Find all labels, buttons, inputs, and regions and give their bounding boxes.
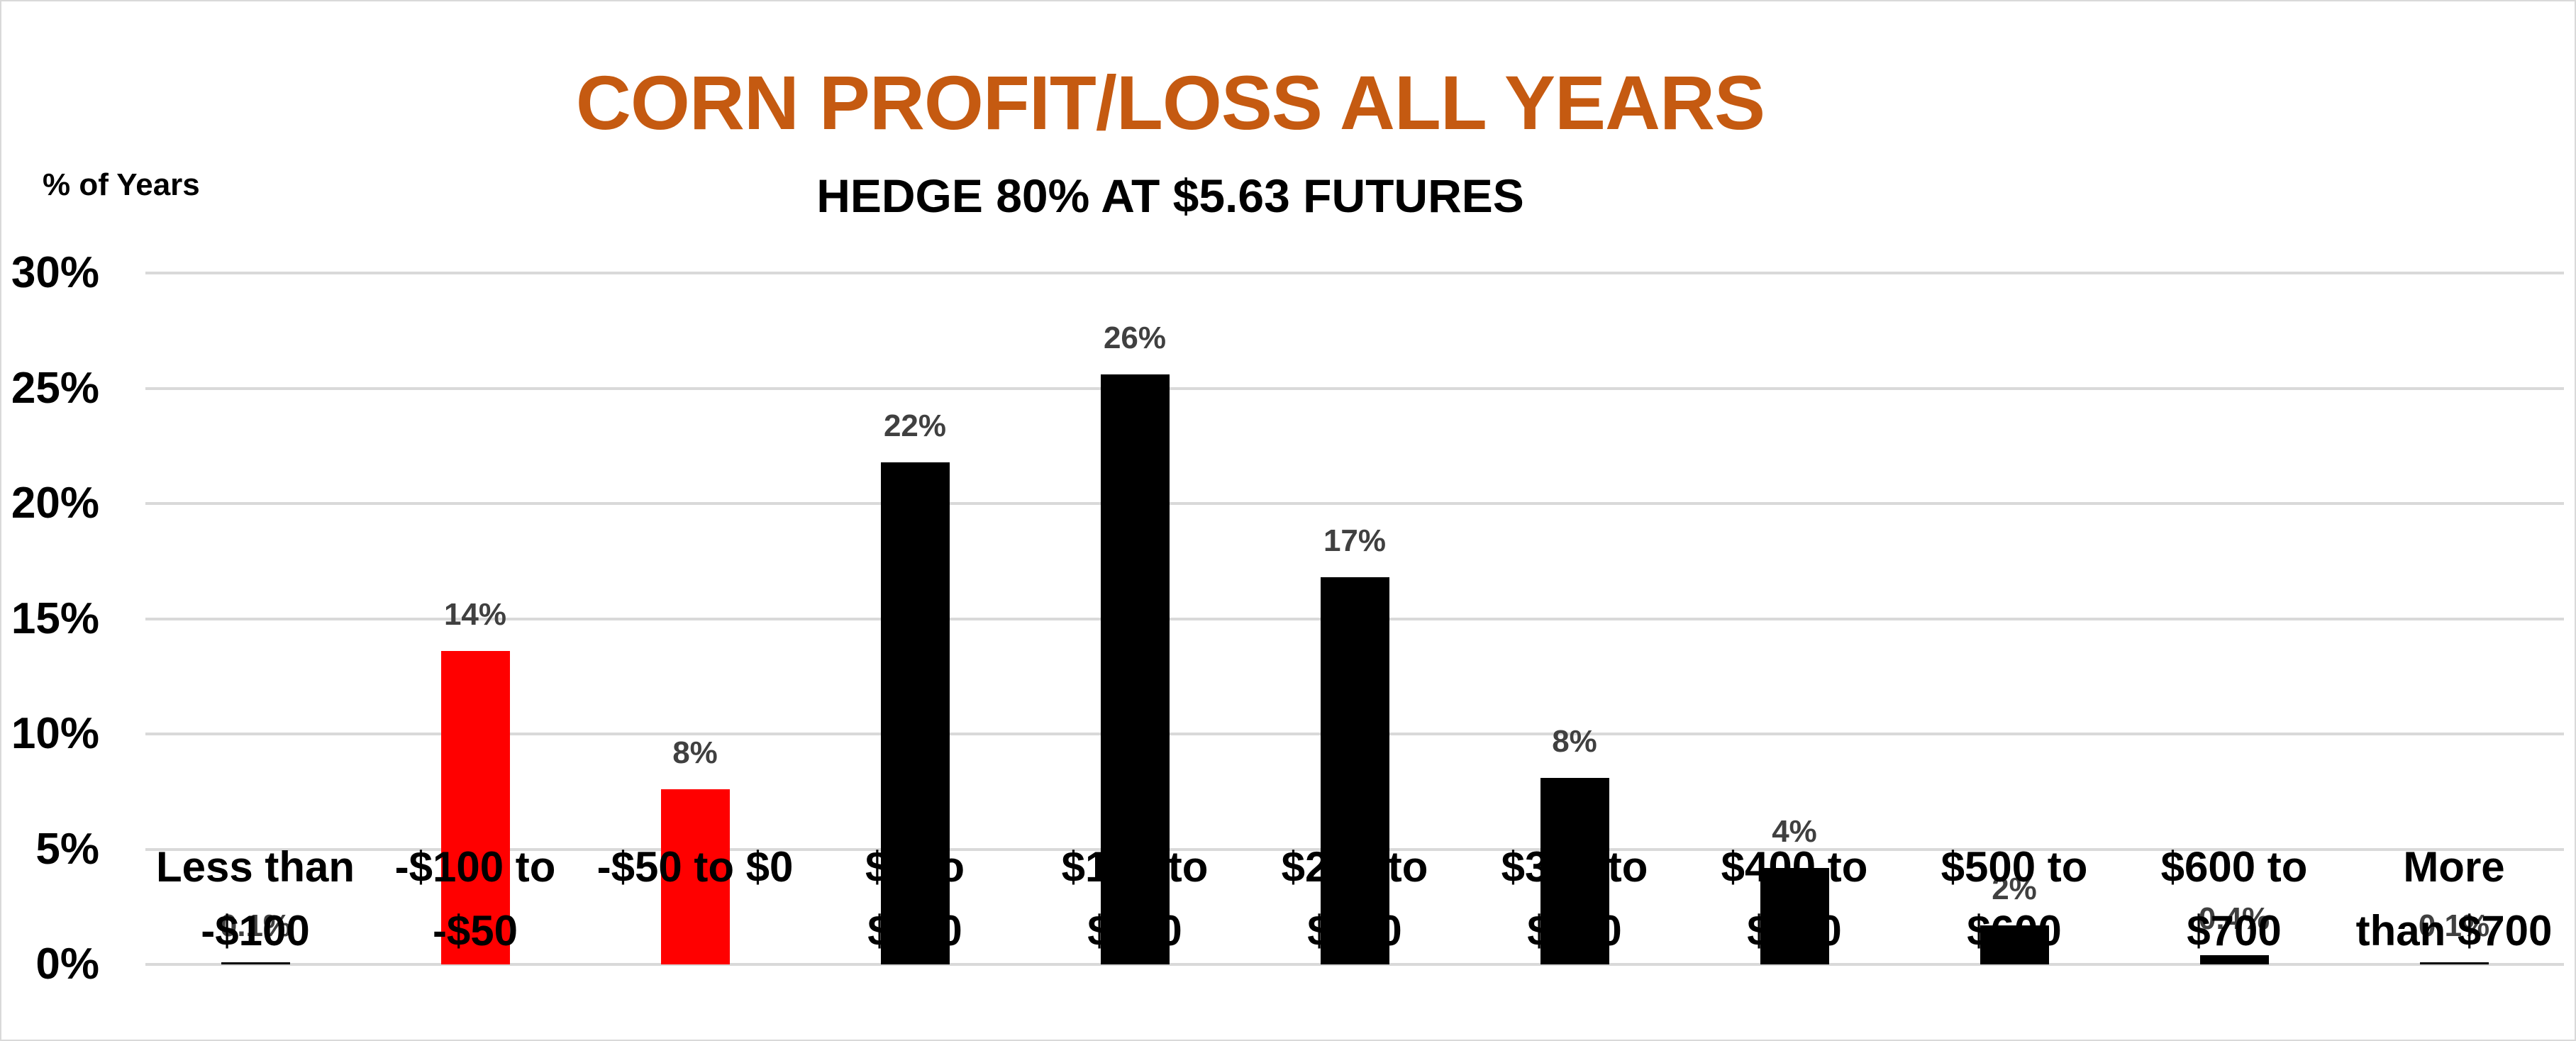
- bar: [1980, 925, 2049, 964]
- bar-group: 4%: [1684, 273, 1904, 964]
- x-tick-label: More than $700: [2355, 843, 2553, 954]
- bar: [881, 462, 950, 964]
- bar-group: 14%: [365, 273, 585, 964]
- gridline: [145, 502, 2564, 505]
- bar-group: 8%: [1465, 273, 1684, 964]
- bar-group: 0.1%: [2344, 273, 2564, 964]
- bar: [1321, 577, 1389, 964]
- gridline: [145, 272, 2564, 274]
- data-label: 22%: [883, 408, 947, 443]
- data-label: 0.1%: [2418, 908, 2490, 943]
- chart-subtitle: HEDGE 80% AT $5.63 FUTURES: [816, 169, 1524, 222]
- bar: [221, 962, 290, 964]
- bar: [1540, 777, 1609, 964]
- bar-group: 22%: [805, 273, 1025, 964]
- bar: [1101, 374, 1170, 964]
- y-tick-label: 20%: [11, 479, 99, 528]
- bar: [2420, 962, 2489, 964]
- data-label: 26%: [1103, 321, 1167, 355]
- gridline: [145, 386, 2564, 390]
- bar: [2200, 955, 2269, 964]
- x-tick-label: $200 to $300: [1281, 843, 1428, 954]
- bar-group: 0.4%: [2124, 273, 2344, 964]
- y-tick-label: 0%: [35, 940, 99, 989]
- x-tick-label: $0 to $100: [865, 843, 965, 954]
- data-label: 0.4%: [2198, 901, 2270, 936]
- x-tick-label: $600 to $700: [2160, 843, 2308, 954]
- chart-title: CORN PROFIT/LOSS ALL YEARS: [575, 60, 1765, 145]
- y-tick-label: 15%: [11, 594, 99, 643]
- y-tick-label: 30%: [11, 248, 99, 297]
- y-tick-label: 10%: [11, 709, 99, 758]
- gridline: [145, 963, 2564, 966]
- data-label: 8%: [672, 735, 718, 770]
- x-tick-label: Less than -$100: [155, 843, 355, 954]
- data-label: 2%: [1992, 871, 2037, 906]
- plot-area: 0.1% 14% 8% 22% 26% 17% 8% 4% 2% 0.4% 0.1%: [145, 272, 2564, 966]
- data-label: 8%: [1552, 723, 1597, 759]
- x-tick-label: $500 to $600: [1941, 843, 2088, 954]
- bar-group: 0.1%: [145, 273, 365, 964]
- bar-group: 2%: [1904, 273, 2124, 964]
- bar: [441, 651, 510, 964]
- bar: [661, 789, 730, 964]
- x-tick-label: -$100 to -$50: [394, 843, 556, 954]
- y-tick-label: 25%: [11, 363, 99, 413]
- data-label: 14%: [443, 597, 507, 632]
- bar-group: 8%: [585, 273, 805, 964]
- data-label: 0.1%: [219, 908, 292, 943]
- x-tick-label: -$50 to $0: [596, 843, 794, 891]
- data-label: 17%: [1323, 523, 1387, 558]
- bar-group: 17%: [1245, 273, 1465, 964]
- bar: [1760, 867, 1829, 964]
- x-tick-label: $100 to $200: [1061, 843, 1209, 954]
- y-tick-label: 5%: [35, 824, 99, 874]
- x-tick-label: $300 to $400: [1501, 843, 1648, 954]
- y-axis-title: % of Years: [43, 167, 200, 202]
- bar-group: 26%: [1025, 273, 1245, 964]
- x-tick-label: $400 to $500: [1721, 843, 1868, 954]
- data-label: 4%: [1772, 813, 1817, 849]
